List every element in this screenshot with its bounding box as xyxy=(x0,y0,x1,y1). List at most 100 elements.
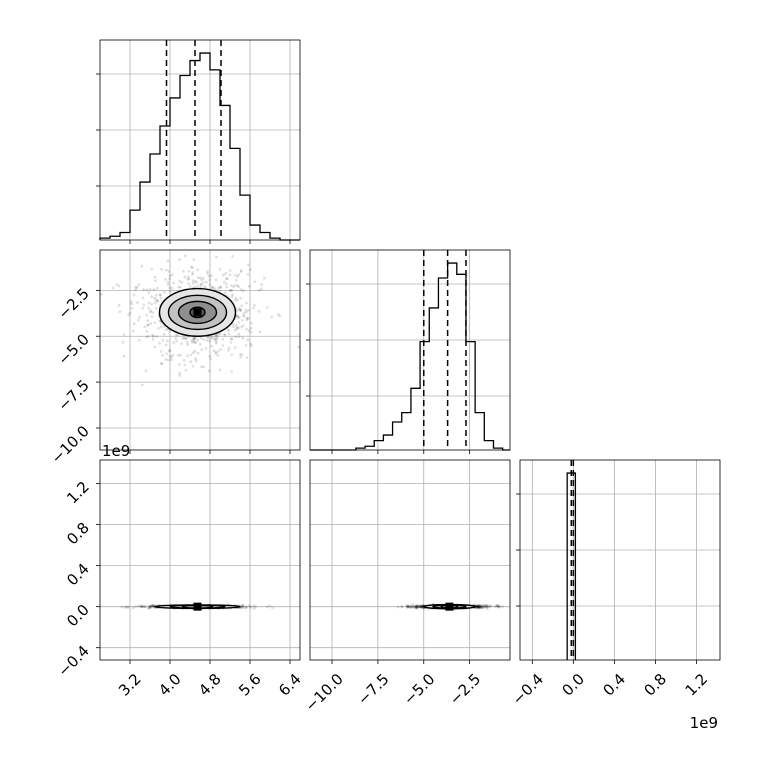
scatter-point xyxy=(215,341,218,345)
scatter-point xyxy=(207,336,210,340)
scatter-point xyxy=(482,606,485,609)
scatter-point xyxy=(478,605,482,608)
scatter-point xyxy=(198,342,202,346)
scatter-point xyxy=(418,605,422,608)
scatter-point xyxy=(216,350,220,353)
scatter-point xyxy=(177,285,181,289)
scatter-point xyxy=(415,606,419,609)
scatter-point xyxy=(148,310,152,314)
scatter-point xyxy=(419,605,422,608)
scatter-point xyxy=(174,333,178,337)
scatter-point xyxy=(262,276,266,280)
scatter-point xyxy=(128,311,132,315)
scatter-point xyxy=(145,288,149,292)
scatter-point xyxy=(248,605,252,609)
scatter-point xyxy=(150,302,153,306)
panel-frame xyxy=(309,459,511,661)
scatter-point xyxy=(239,352,242,356)
scatter-point xyxy=(146,334,150,338)
scatter-point xyxy=(132,293,136,297)
scatter-point xyxy=(160,325,163,329)
scatter-point xyxy=(475,606,478,610)
scatter-point xyxy=(134,285,138,289)
scatter-point xyxy=(406,604,410,608)
scatter-point xyxy=(193,341,197,345)
scatter-point xyxy=(479,604,482,608)
scatter-point xyxy=(247,329,251,333)
scatter-point xyxy=(237,321,241,324)
scatter-point xyxy=(139,605,143,609)
scatter-point xyxy=(210,335,214,339)
scatter-point xyxy=(224,272,228,275)
y-tick-label: −5.0 xyxy=(54,330,92,368)
scatter-point xyxy=(210,344,214,348)
scatter-point xyxy=(241,606,245,609)
scatter-point xyxy=(232,285,235,289)
scatter-point xyxy=(222,273,225,277)
scatter-point xyxy=(232,325,235,328)
scatter-point xyxy=(215,334,219,338)
scatter-point xyxy=(136,605,140,608)
scatter-point xyxy=(164,343,168,347)
scatter-point xyxy=(414,604,418,608)
scatter-point xyxy=(237,285,241,289)
scatter-point xyxy=(237,326,241,330)
scatter-point xyxy=(215,255,218,259)
scatter-point xyxy=(149,309,153,312)
density-panel-r2-c1 xyxy=(396,602,505,611)
scatter-point xyxy=(234,323,238,327)
scatter-point xyxy=(150,295,153,299)
scatter-point xyxy=(138,604,142,608)
scatter-point xyxy=(246,316,249,320)
scatter-point xyxy=(166,283,170,286)
scatter-point xyxy=(240,606,244,609)
scatter-point xyxy=(182,336,186,340)
scatter-point xyxy=(152,604,155,608)
scatter-point xyxy=(214,350,218,354)
scatter-point xyxy=(228,273,232,277)
scatter-point xyxy=(475,605,479,609)
scatter-point xyxy=(236,284,240,287)
histogram-panel-0 xyxy=(96,40,300,241)
scatter-point xyxy=(151,604,155,607)
scatter-point xyxy=(158,341,161,345)
scatter-point xyxy=(186,354,189,358)
scatter-point xyxy=(268,604,272,608)
scatter-point xyxy=(157,326,161,330)
scatter-point xyxy=(195,280,199,284)
scatter-point xyxy=(419,605,423,609)
scatter-point xyxy=(418,604,422,608)
scatter-point xyxy=(172,281,175,285)
scatter-point xyxy=(183,275,187,279)
scatter-point xyxy=(227,349,230,352)
x-tick-label: 3.2 xyxy=(115,670,145,700)
scatter-point xyxy=(214,334,217,337)
scatter-point xyxy=(214,278,218,282)
scatter-point xyxy=(218,332,222,335)
scatter-point xyxy=(145,313,149,317)
scatter-point xyxy=(148,287,152,291)
grid-r2-c1 xyxy=(310,460,510,660)
scatter-point xyxy=(200,348,204,352)
scatter-point xyxy=(411,603,415,606)
scatter-point xyxy=(210,286,214,289)
scatter-point xyxy=(412,605,416,608)
scatter-point xyxy=(166,259,170,263)
scatter-point xyxy=(241,603,245,607)
scatter-point xyxy=(497,606,500,609)
scatter-point xyxy=(148,605,152,608)
scatter-point xyxy=(150,604,153,608)
scatter-point xyxy=(406,605,410,608)
scatter-point xyxy=(478,604,481,608)
scatter-point xyxy=(181,337,185,340)
scatter-point xyxy=(194,359,198,363)
scatter-point xyxy=(205,280,208,284)
scatter-point xyxy=(409,606,413,609)
scatter-point xyxy=(420,605,423,609)
scatter-point xyxy=(152,288,156,292)
scatter-point xyxy=(479,606,483,609)
scatter-point xyxy=(234,335,238,338)
scatter-point xyxy=(215,333,218,337)
scatter-point xyxy=(161,338,165,342)
scatter-point xyxy=(236,275,240,278)
